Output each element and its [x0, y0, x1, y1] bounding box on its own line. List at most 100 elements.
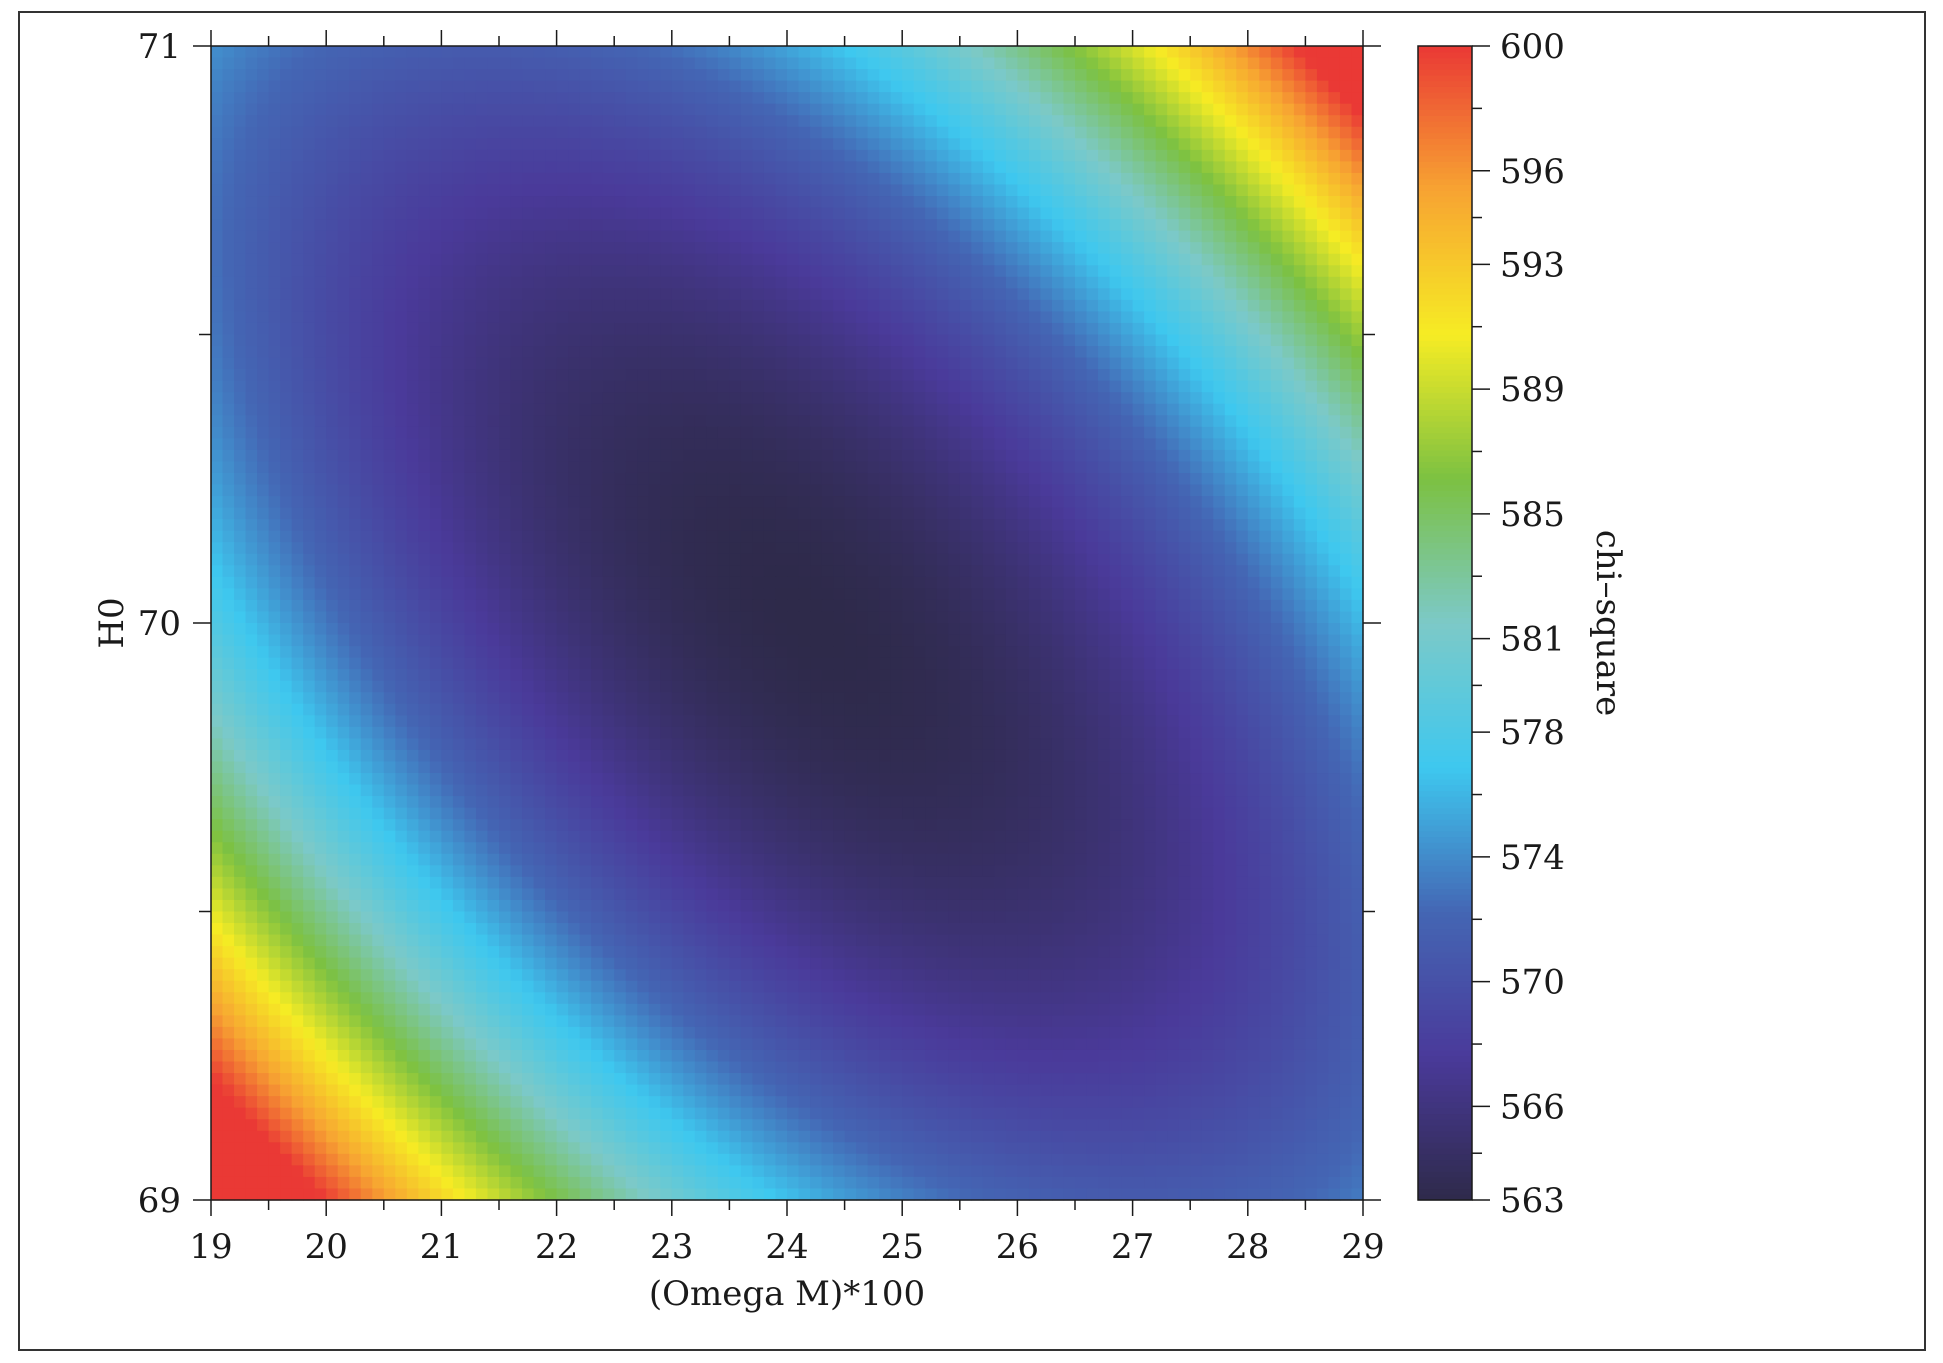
heatmap-cell: [591, 357, 604, 370]
heatmap-cell: [257, 288, 270, 301]
heatmap-cell: [1213, 115, 1226, 128]
heatmap-cell: [1178, 69, 1191, 82]
heatmap-cell: [1328, 92, 1341, 105]
heatmap-cell: [1282, 472, 1295, 486]
heatmap-cell: [314, 311, 327, 324]
heatmap-cell: [487, 149, 500, 162]
heatmap-cell: [349, 542, 362, 555]
heatmap-cell: [406, 438, 419, 451]
heatmap-cell: [418, 253, 431, 266]
heatmap-cell: [360, 172, 373, 186]
heatmap-cell: [925, 553, 938, 566]
heatmap-cell: [234, 219, 247, 232]
heatmap-cell: [798, 357, 811, 370]
heatmap-cell: [372, 69, 385, 82]
heatmap-cell: [890, 288, 903, 301]
heatmap-cell: [429, 138, 442, 151]
heatmap-cell: [1051, 265, 1065, 278]
heatmap-cell: [683, 380, 696, 393]
heatmap-cell: [982, 299, 995, 313]
heatmap-cell: [280, 553, 293, 566]
heatmap-cell: [948, 346, 961, 359]
heatmap-cell: [948, 426, 961, 439]
heatmap-cell: [648, 46, 661, 59]
heatmap-cell: [406, 161, 419, 174]
heatmap-cell: [1086, 288, 1099, 301]
heatmap-cell: [522, 484, 535, 497]
heatmap-cell: [706, 599, 719, 613]
heatmap-cell: [1224, 357, 1237, 370]
heatmap-cell: [637, 80, 650, 93]
heatmap-cell: [879, 207, 892, 220]
heatmap-cell: [1121, 288, 1134, 301]
heatmap-cell: [959, 219, 972, 232]
heatmap-cell: [1282, 599, 1295, 613]
heatmap-cell: [1132, 276, 1145, 289]
heatmap-cell: [671, 299, 684, 313]
heatmap-cell: [383, 392, 396, 405]
heatmap-cell: [660, 403, 673, 416]
heatmap-cell: [821, 472, 834, 486]
heatmap-cell: [948, 542, 961, 555]
heatmap-cell: [614, 576, 627, 589]
heatmap-cell: [890, 265, 903, 278]
heatmap-cell: [1236, 415, 1249, 428]
heatmap-cell: [787, 438, 800, 451]
heatmap-cell: [913, 265, 926, 278]
heatmap-cell: [729, 530, 742, 543]
heatmap-cell: [1259, 461, 1272, 474]
heatmap-cell: [234, 438, 247, 451]
heatmap-cell: [280, 265, 293, 278]
heatmap-cell: [1017, 80, 1030, 93]
heatmap-cell: [798, 380, 811, 393]
heatmap-cell: [1005, 311, 1018, 324]
heatmap-cell: [936, 207, 949, 220]
heatmap-cell: [245, 230, 258, 243]
heatmap-cell: [1201, 565, 1214, 578]
heatmap-cell: [314, 299, 327, 313]
heatmap-cell: [683, 472, 696, 486]
heatmap-cell: [349, 449, 362, 463]
heatmap-cell: [510, 415, 523, 428]
heatmap-cell: [1098, 219, 1111, 232]
heatmap-cell: [1028, 207, 1042, 220]
heatmap-cell: [1017, 472, 1030, 486]
heatmap-cell: [441, 149, 454, 162]
heatmap-cell: [890, 196, 903, 209]
heatmap-cell: [798, 542, 811, 555]
heatmap-cell: [683, 149, 696, 162]
heatmap-cell: [1316, 196, 1330, 209]
heatmap-cell: [1063, 530, 1076, 543]
heatmap-cell: [1201, 346, 1214, 359]
heatmap-cell: [844, 576, 857, 589]
heatmap-cell: [1293, 115, 1306, 128]
heatmap-cell: [441, 219, 454, 232]
heatmap-cell: [971, 519, 984, 532]
heatmap-cell: [1051, 322, 1065, 336]
heatmap-cell: [1282, 115, 1295, 128]
heatmap-cell: [545, 103, 558, 116]
heatmap-cell: [1040, 392, 1053, 405]
heatmap-cell: [602, 553, 615, 566]
heatmap-cell: [326, 311, 339, 324]
heatmap-cell: [314, 588, 327, 601]
heatmap-cell: [821, 496, 834, 509]
heatmap-cell: [280, 426, 293, 439]
heatmap-cell: [971, 80, 984, 93]
heatmap-cell: [349, 161, 362, 174]
heatmap-cell: [326, 461, 339, 474]
heatmap-cell: [303, 496, 316, 509]
heatmap-cell: [890, 322, 903, 336]
heatmap-cell: [775, 565, 788, 578]
heatmap-cell: [568, 461, 581, 474]
heatmap-cell: [1328, 565, 1341, 578]
heatmap-cell: [1282, 426, 1295, 439]
heatmap-cell: [971, 265, 984, 278]
heatmap-cell: [671, 380, 684, 393]
heatmap-cell: [1132, 196, 1145, 209]
heatmap-cell: [913, 299, 926, 313]
heatmap-cell: [1328, 334, 1341, 347]
heatmap-cell: [959, 565, 972, 578]
heatmap-cell: [1339, 472, 1353, 486]
heatmap-cell: [683, 265, 696, 278]
